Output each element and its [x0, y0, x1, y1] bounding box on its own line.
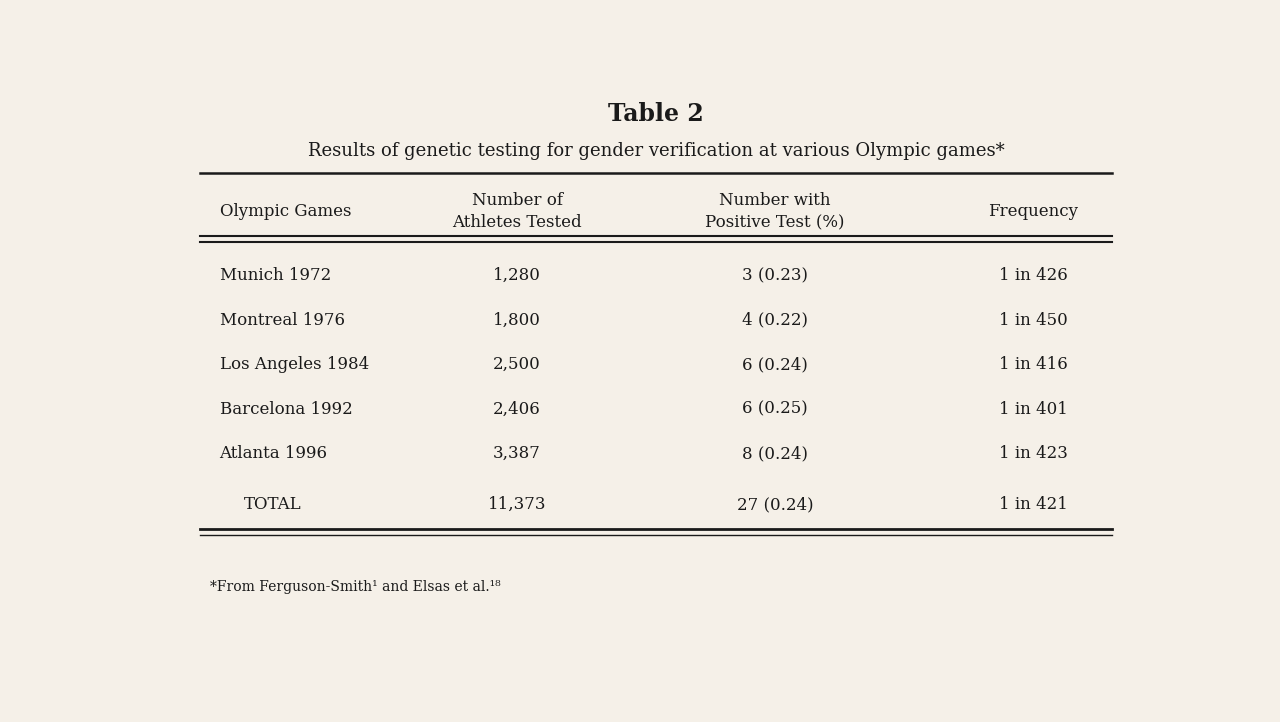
- Text: 2,406: 2,406: [493, 401, 541, 417]
- Text: Munich 1972: Munich 1972: [220, 267, 330, 284]
- Text: Los Angeles 1984: Los Angeles 1984: [220, 356, 369, 373]
- Text: 1 in 421: 1 in 421: [998, 496, 1068, 513]
- Text: 3 (0.23): 3 (0.23): [742, 267, 808, 284]
- Text: 1 in 401: 1 in 401: [998, 401, 1068, 417]
- Text: Table 2: Table 2: [608, 103, 704, 126]
- Text: TOTAL: TOTAL: [244, 496, 302, 513]
- Text: 6 (0.24): 6 (0.24): [742, 356, 808, 373]
- Text: Montreal 1976: Montreal 1976: [220, 312, 344, 329]
- Text: Olympic Games: Olympic Games: [220, 203, 351, 220]
- Text: 1 in 423: 1 in 423: [998, 445, 1068, 462]
- Text: 3,387: 3,387: [493, 445, 541, 462]
- Text: 1,280: 1,280: [493, 267, 541, 284]
- Text: 1,800: 1,800: [493, 312, 541, 329]
- Text: 4 (0.22): 4 (0.22): [742, 312, 808, 329]
- Text: Frequency: Frequency: [988, 203, 1078, 220]
- Text: 6 (0.25): 6 (0.25): [742, 401, 808, 417]
- Text: 8 (0.24): 8 (0.24): [742, 445, 808, 462]
- Text: Number of
Athletes Tested: Number of Athletes Tested: [452, 192, 582, 231]
- Text: 2,500: 2,500: [493, 356, 541, 373]
- Text: Barcelona 1992: Barcelona 1992: [220, 401, 352, 417]
- Text: 1 in 426: 1 in 426: [998, 267, 1068, 284]
- Text: 1 in 450: 1 in 450: [998, 312, 1068, 329]
- Text: 11,373: 11,373: [488, 496, 547, 513]
- Text: *From Ferguson-Smith¹ and Elsas et al.¹⁸: *From Ferguson-Smith¹ and Elsas et al.¹⁸: [210, 580, 500, 594]
- Text: Number with
Positive Test (%): Number with Positive Test (%): [705, 192, 845, 231]
- Text: 1 in 416: 1 in 416: [998, 356, 1068, 373]
- Text: Atlanta 1996: Atlanta 1996: [220, 445, 328, 462]
- Text: 27 (0.24): 27 (0.24): [737, 496, 813, 513]
- Text: Results of genetic testing for gender verification at various Olympic games*: Results of genetic testing for gender ve…: [307, 142, 1005, 160]
